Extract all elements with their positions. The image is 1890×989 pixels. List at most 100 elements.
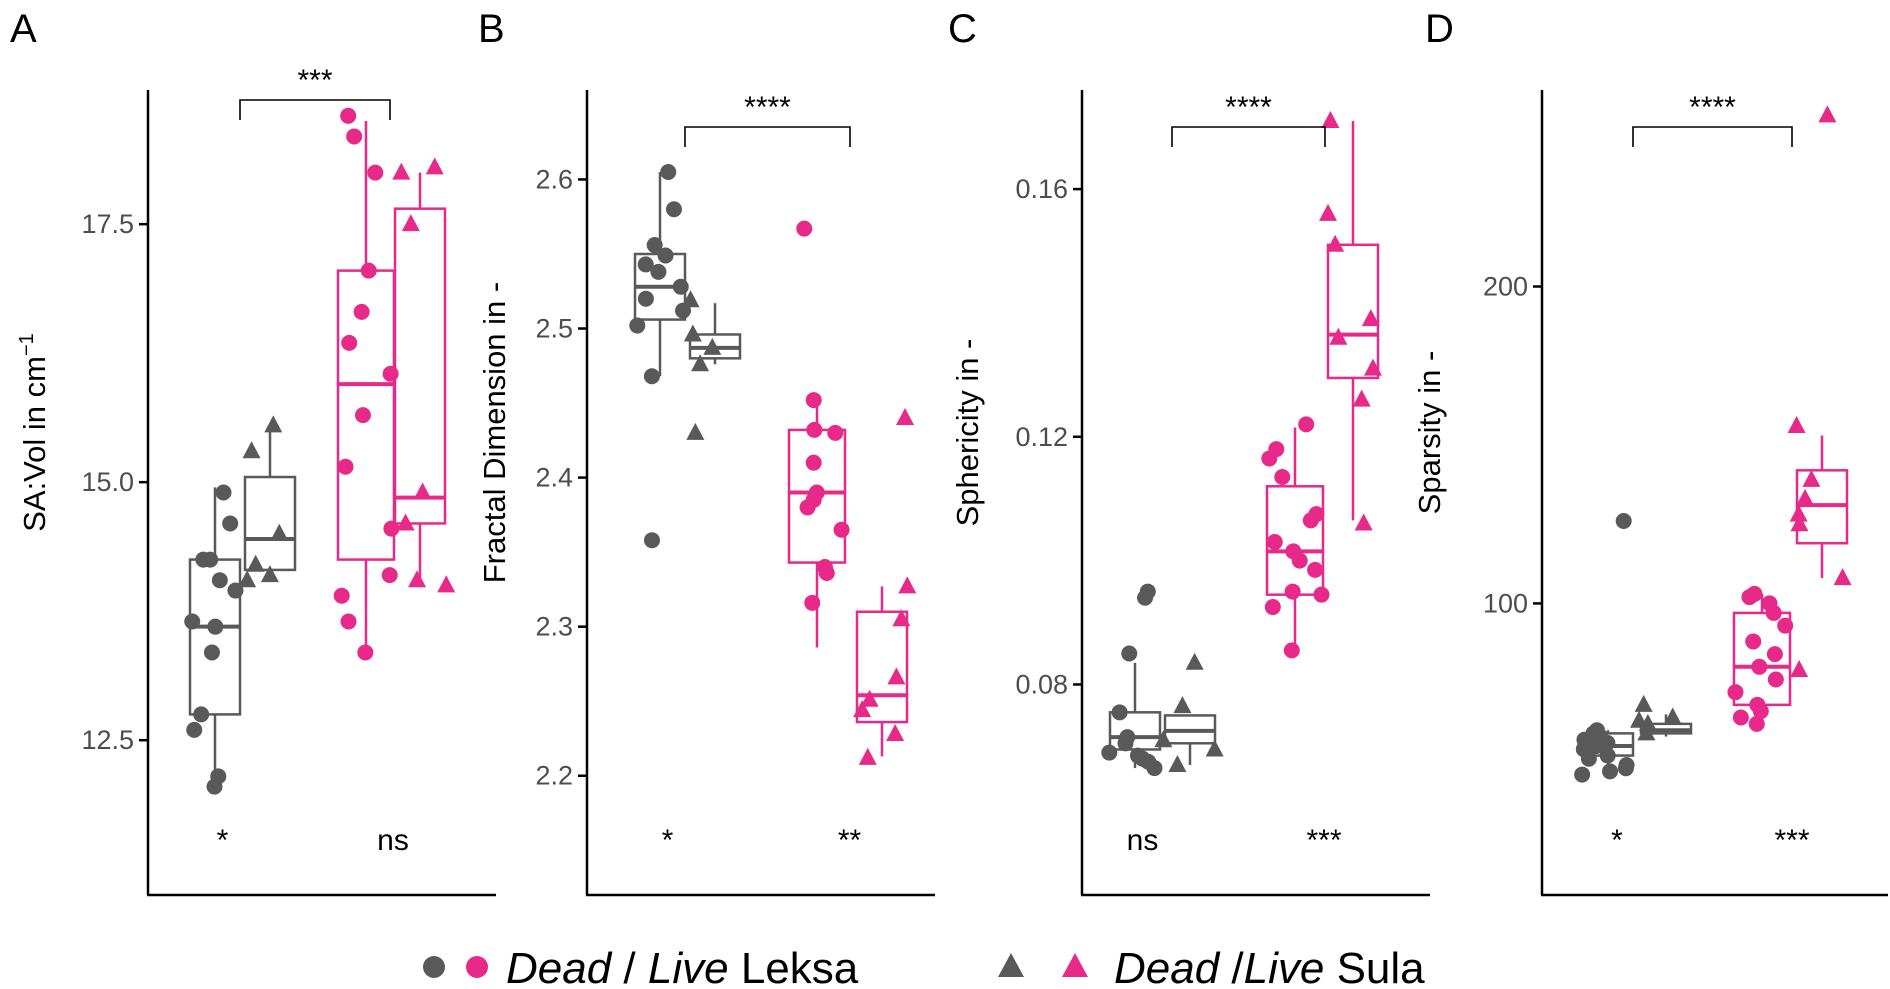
box-live-sula bbox=[1795, 435, 1849, 579]
point-live-leksa bbox=[340, 613, 357, 630]
point-dead-leksa bbox=[215, 484, 232, 501]
point-dead-leksa bbox=[1121, 645, 1138, 662]
point-live-sula bbox=[886, 724, 905, 741]
y-tick-label: 12.5 bbox=[81, 725, 134, 755]
point-live-leksa bbox=[333, 587, 350, 604]
point-live-leksa bbox=[805, 454, 822, 471]
point-dead-sula bbox=[1630, 710, 1649, 728]
y-axis-title: Fractal Dimension in - bbox=[477, 282, 512, 583]
point-dead-sula bbox=[1168, 754, 1187, 772]
point-live-leksa bbox=[1266, 534, 1283, 551]
y-tick-label: 2.4 bbox=[535, 463, 573, 493]
y-tick-label: 2.3 bbox=[535, 612, 573, 642]
box-live-sula bbox=[1326, 120, 1380, 521]
point-dead-leksa bbox=[193, 706, 210, 723]
point-live-sula bbox=[1326, 234, 1345, 252]
point-live-sula bbox=[396, 513, 415, 531]
point-dead-sula bbox=[1173, 696, 1192, 714]
legend-leksa-live: Live bbox=[648, 944, 729, 989]
point-live-leksa bbox=[1777, 617, 1794, 634]
point-live-sula bbox=[1818, 105, 1837, 123]
box-live-sula bbox=[855, 586, 909, 757]
point-dead-leksa bbox=[672, 278, 689, 295]
significance-bracket bbox=[684, 126, 851, 147]
point-live-sula bbox=[401, 214, 420, 232]
point-live-leksa bbox=[360, 262, 377, 279]
point-live-leksa bbox=[1746, 585, 1763, 602]
point-live-leksa bbox=[805, 392, 822, 409]
box-dead-sula bbox=[1163, 714, 1217, 765]
significance-label: **** bbox=[1225, 91, 1272, 124]
point-live-leksa bbox=[1264, 599, 1281, 616]
point-live-leksa bbox=[354, 407, 371, 424]
point-dead-sula bbox=[691, 354, 710, 372]
point-live-leksa bbox=[827, 424, 844, 441]
point-dead-leksa bbox=[1111, 704, 1128, 721]
significance-bracket bbox=[239, 99, 391, 120]
point-live-sula bbox=[1833, 568, 1852, 586]
legend-sula-site: Sula bbox=[1324, 944, 1425, 989]
point-dead-sula bbox=[246, 554, 265, 572]
legend-live-sula-marker bbox=[1062, 953, 1088, 977]
panel-letter: D bbox=[1425, 7, 1454, 51]
point-live-sula bbox=[892, 609, 911, 627]
point-live-leksa bbox=[1751, 658, 1768, 675]
point-dead-sula bbox=[1154, 730, 1173, 748]
point-live-leksa bbox=[1745, 633, 1762, 650]
point-live-leksa bbox=[816, 559, 833, 576]
point-live-leksa bbox=[383, 520, 400, 537]
point-live-leksa bbox=[1313, 586, 1330, 603]
point-dead-leksa bbox=[1139, 583, 1156, 600]
point-live-leksa bbox=[833, 521, 850, 538]
y-tick-label: 17.5 bbox=[81, 209, 134, 239]
point-live-leksa bbox=[796, 220, 813, 237]
y-tick-label: 100 bbox=[1483, 588, 1528, 618]
point-dead-leksa bbox=[1119, 729, 1136, 746]
point-live-leksa bbox=[808, 484, 825, 501]
point-dead-leksa bbox=[1129, 747, 1146, 764]
point-dead-leksa bbox=[184, 613, 201, 630]
point-dead-sula bbox=[1185, 652, 1204, 670]
point-dead-leksa bbox=[660, 163, 677, 180]
point-dead-sula bbox=[1663, 707, 1682, 725]
point-dead-leksa bbox=[629, 317, 646, 334]
point-dead-leksa bbox=[186, 721, 203, 738]
box-dead-leksa bbox=[188, 487, 242, 787]
legend-dead-sula-marker bbox=[998, 953, 1024, 977]
y-axis-title: Sparsity in - bbox=[1412, 351, 1447, 515]
group-significance-label: * bbox=[217, 824, 229, 857]
point-dead-leksa bbox=[1574, 766, 1591, 783]
point-live-leksa bbox=[340, 107, 357, 124]
point-live-leksa bbox=[1761, 595, 1778, 612]
point-dead-sula bbox=[270, 523, 289, 541]
point-live-sula bbox=[408, 570, 427, 588]
group-significance-label: * bbox=[1611, 824, 1623, 857]
point-dead-leksa bbox=[1588, 722, 1605, 739]
point-live-sula bbox=[860, 689, 879, 707]
point-live-sula bbox=[1802, 469, 1821, 487]
point-dead-leksa bbox=[637, 290, 654, 307]
point-live-leksa bbox=[1274, 469, 1291, 486]
point-dead-sula bbox=[703, 337, 722, 355]
point-dead-leksa bbox=[1599, 747, 1616, 764]
legend-sula-label: Dead /Live Sula bbox=[1114, 944, 1425, 989]
point-dead-leksa bbox=[211, 572, 228, 589]
point-dead-leksa bbox=[1101, 744, 1118, 761]
panel-letter: A bbox=[10, 7, 37, 51]
point-live-sula bbox=[1790, 659, 1809, 677]
point-live-leksa bbox=[1298, 416, 1315, 433]
legend: Dead / Live Leksa Dead /Live Sula bbox=[423, 944, 1425, 989]
point-live-leksa bbox=[1727, 684, 1744, 701]
point-live-leksa bbox=[357, 644, 374, 661]
point-dead-sula bbox=[686, 422, 705, 440]
point-live-sula bbox=[1321, 110, 1340, 128]
significance-bracket bbox=[1632, 126, 1793, 147]
point-live-leksa bbox=[1283, 642, 1300, 659]
point-live-sula bbox=[413, 482, 432, 500]
group-significance-label: *** bbox=[1306, 824, 1341, 857]
box-iqr bbox=[243, 475, 297, 572]
panel-letter: C bbox=[948, 7, 977, 51]
point-live-leksa bbox=[1749, 696, 1766, 713]
